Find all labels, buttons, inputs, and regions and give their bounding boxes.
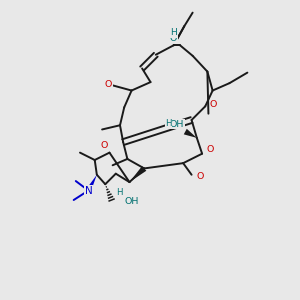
Text: OH: OH [124, 196, 139, 206]
Text: H: H [116, 188, 122, 197]
Text: O: O [196, 172, 204, 181]
Text: H: H [170, 28, 177, 37]
Polygon shape [86, 175, 97, 192]
Text: O: O [170, 34, 177, 43]
Text: O: O [210, 100, 218, 109]
Text: O: O [105, 80, 112, 89]
Polygon shape [130, 166, 146, 182]
Text: OH: OH [170, 120, 184, 129]
Text: H: H [165, 119, 172, 128]
Text: O: O [207, 145, 214, 154]
Text: O: O [100, 141, 108, 150]
Text: N: N [85, 185, 92, 196]
Polygon shape [184, 129, 197, 138]
